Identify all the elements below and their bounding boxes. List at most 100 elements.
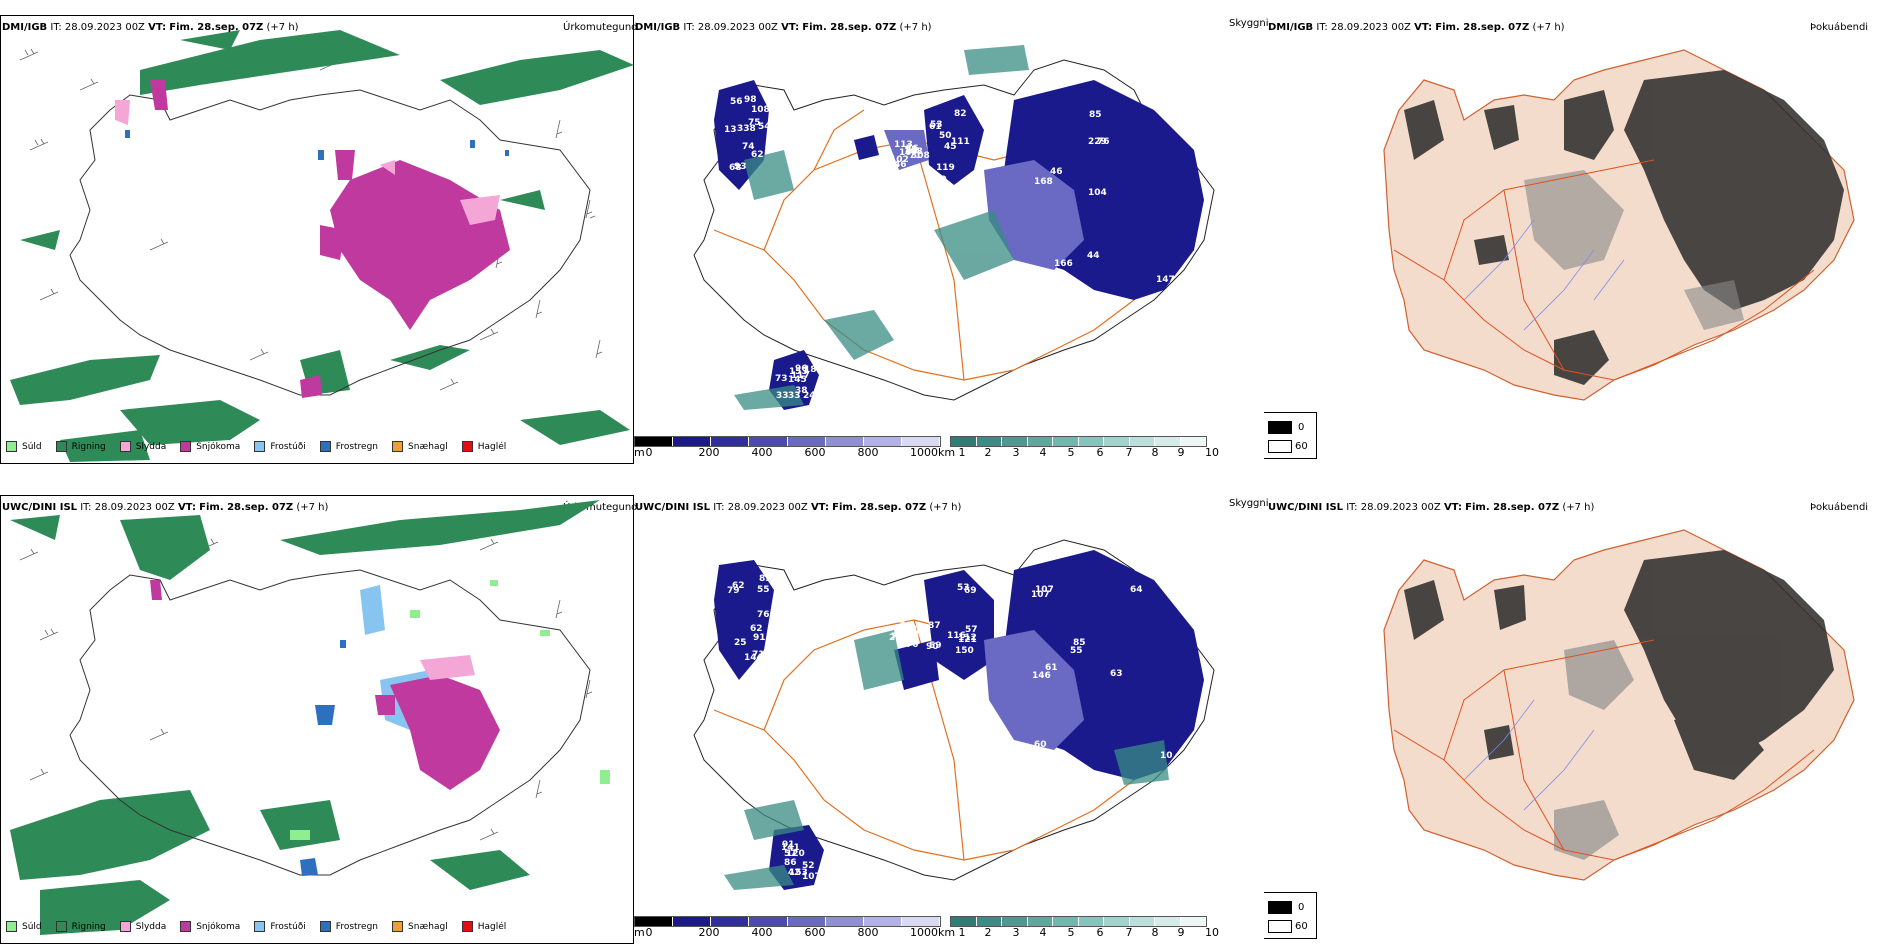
cloud-height-label: 89 (916, 626, 929, 636)
vt-label: VT: (148, 22, 167, 33)
legend-item: Snæhagl (392, 441, 448, 452)
legend-item: Snjókoma (180, 441, 240, 452)
sleet-areas (420, 655, 475, 680)
colorbar-swatch (863, 917, 902, 926)
coastline (69, 569, 591, 876)
visibility-areas (734, 45, 1029, 410)
cloud-height-label: 76 (899, 621, 912, 631)
panel-header: UWC/DINI ISL IT: 28.09.2023 00Z VT: Fim.… (635, 502, 962, 513)
cloud-height-label: 45 (944, 142, 957, 152)
cloud-height-label: 33 (776, 391, 789, 401)
cloud-height-label: 77 (908, 613, 921, 623)
cloud-height-label: 91 (753, 633, 766, 643)
map-frame (0, 15, 634, 464)
precip-map (10, 30, 634, 462)
cloud-height-label: 74 (742, 142, 755, 152)
colorbar-swatch (1078, 917, 1104, 926)
fog-panel-top: DMI/IGB IT: 28.09.2023 00Z VT: Fim. 28.s… (1264, 0, 1900, 470)
legend-item: Haglél (461, 441, 506, 452)
fog-map-bottom (1383, 529, 1855, 881)
cloud-height-label: 116 (947, 631, 966, 641)
visibility-colorbar-swatches (950, 436, 1207, 447)
colorbar-swatch (901, 437, 940, 446)
colorbar-swatch (1002, 917, 1028, 926)
cloud-height-label: 181 (804, 365, 823, 375)
colorbar-swatch (1027, 437, 1053, 446)
cloud-height-label: 44 (1087, 251, 1100, 261)
wind-barbs (19, 48, 603, 391)
cloud-height-label: 96 (795, 364, 808, 374)
cloud-height-label: 76 (1097, 137, 1110, 147)
height-colorbar: m 0 200 400 600 800 1000 (634, 436, 944, 466)
cloud-height-labels: 62 57609176715964577079871071071047611663… (727, 574, 1173, 882)
height-colorbar-swatches (634, 436, 941, 447)
cloud-height-label: 150 (955, 646, 974, 656)
cloud-height-label: 145 (788, 375, 807, 385)
colorbar-swatch (1002, 437, 1028, 446)
colorbar-swatch (1027, 917, 1053, 926)
cloud-height-label: 153 (789, 367, 808, 377)
cloud-height-label: 104 (898, 635, 917, 645)
colorbar-swatch (673, 917, 712, 926)
cloud-height-label: 107 (1031, 590, 1050, 600)
cloud-height-labels: 74 61 104 33 92 93 82 76 96 108 56 118 168 181 107 75 61… (724, 95, 1175, 401)
variable-name: Skyggni (1229, 498, 1269, 509)
visibility-colorbar-swatches (950, 916, 1207, 927)
colorbar-swatch (1104, 437, 1130, 446)
cloud-height-label: 61 (1045, 663, 1058, 673)
colorbar-swatch (1155, 917, 1181, 926)
colorbar-swatch (976, 437, 1002, 446)
cloud-height-label: 108 (751, 105, 770, 115)
cloud-height-label: 153 (789, 868, 808, 878)
cloud-height-label: 46 (894, 160, 907, 170)
cloud-height-label: 60 (1034, 740, 1047, 750)
cloud-height-label: 38 (795, 386, 808, 396)
model-name: DMI/IGB (2, 22, 48, 33)
precip-legend: Súld Rigning Slydda Snjókoma Frostúði Fr… (6, 921, 520, 932)
panel-header: DMI/IGB IT: 28.09.2023 00Z VT: Fim. 28.s… (2, 22, 299, 34)
cloud-height-label: 146 (1032, 671, 1051, 681)
cloud-height-label: 76 (906, 144, 919, 154)
cloud-height-label: 57 (965, 625, 978, 635)
cloud-height-label: 168 (1034, 177, 1053, 187)
colorbar-swatch (635, 917, 674, 926)
cloud-height-label: 86 (784, 858, 797, 868)
cloud-height-label: 85 (1073, 638, 1086, 648)
rivers (1463, 699, 1595, 811)
colorbar-swatch (635, 437, 674, 446)
cloud-height-label: 69 (964, 586, 977, 596)
colorbar-swatch (825, 917, 864, 926)
cloud-height-label: 91 (782, 840, 795, 850)
colorbar-swatch (901, 917, 940, 926)
legend-item: Frostregn (319, 441, 378, 452)
cloud-height-label: 92 (905, 145, 918, 155)
colorbar-swatch (1180, 437, 1206, 446)
cloud-height-label: 98 (744, 95, 757, 105)
cloud-height-label: 83 (759, 574, 772, 584)
cloud-height-label: 242 (803, 391, 822, 401)
cloud-height-label: 85 (1089, 110, 1102, 120)
colorbar-swatch (1180, 917, 1206, 926)
colorbar-swatch (673, 437, 712, 446)
cloud-height-label: 147 (1156, 275, 1175, 285)
variable-name: Þokuábendi (1810, 502, 1869, 513)
cloud-height-label: 202 (889, 633, 908, 643)
cloud-height-label: 71 (752, 650, 765, 660)
cloud-height-label: 61 (932, 180, 945, 190)
colorbar-swatch (1078, 437, 1104, 446)
variable-name: Úrkomutegund (563, 502, 636, 513)
cloud-height-label: 59 (929, 641, 942, 651)
cloud-height-label: 54 (758, 122, 771, 132)
cloud-height-label: 144 (744, 653, 763, 663)
it-label: IT: (50, 22, 62, 33)
cloud-height-label: 62 (750, 624, 763, 634)
cloud-height-label: 113 (894, 140, 913, 150)
cloud-height-label: 53 (930, 120, 943, 130)
colorbar-swatch (749, 437, 788, 446)
cloud-height-label: 104 (1088, 188, 1107, 198)
panel-header: DMI/IGB IT: 28.09.2023 00Z VT: Fim. 28.s… (1268, 22, 1565, 33)
precip-legend: Súld Rigning Slydda Snjókoma Frostúði Fr… (6, 441, 520, 452)
cloud-height-label: 111 (951, 137, 970, 147)
visibility-colorbar: km 1 2 3 4 5 6 7 8 9 10 (938, 436, 1240, 466)
legend-item: Slydda (119, 441, 166, 452)
